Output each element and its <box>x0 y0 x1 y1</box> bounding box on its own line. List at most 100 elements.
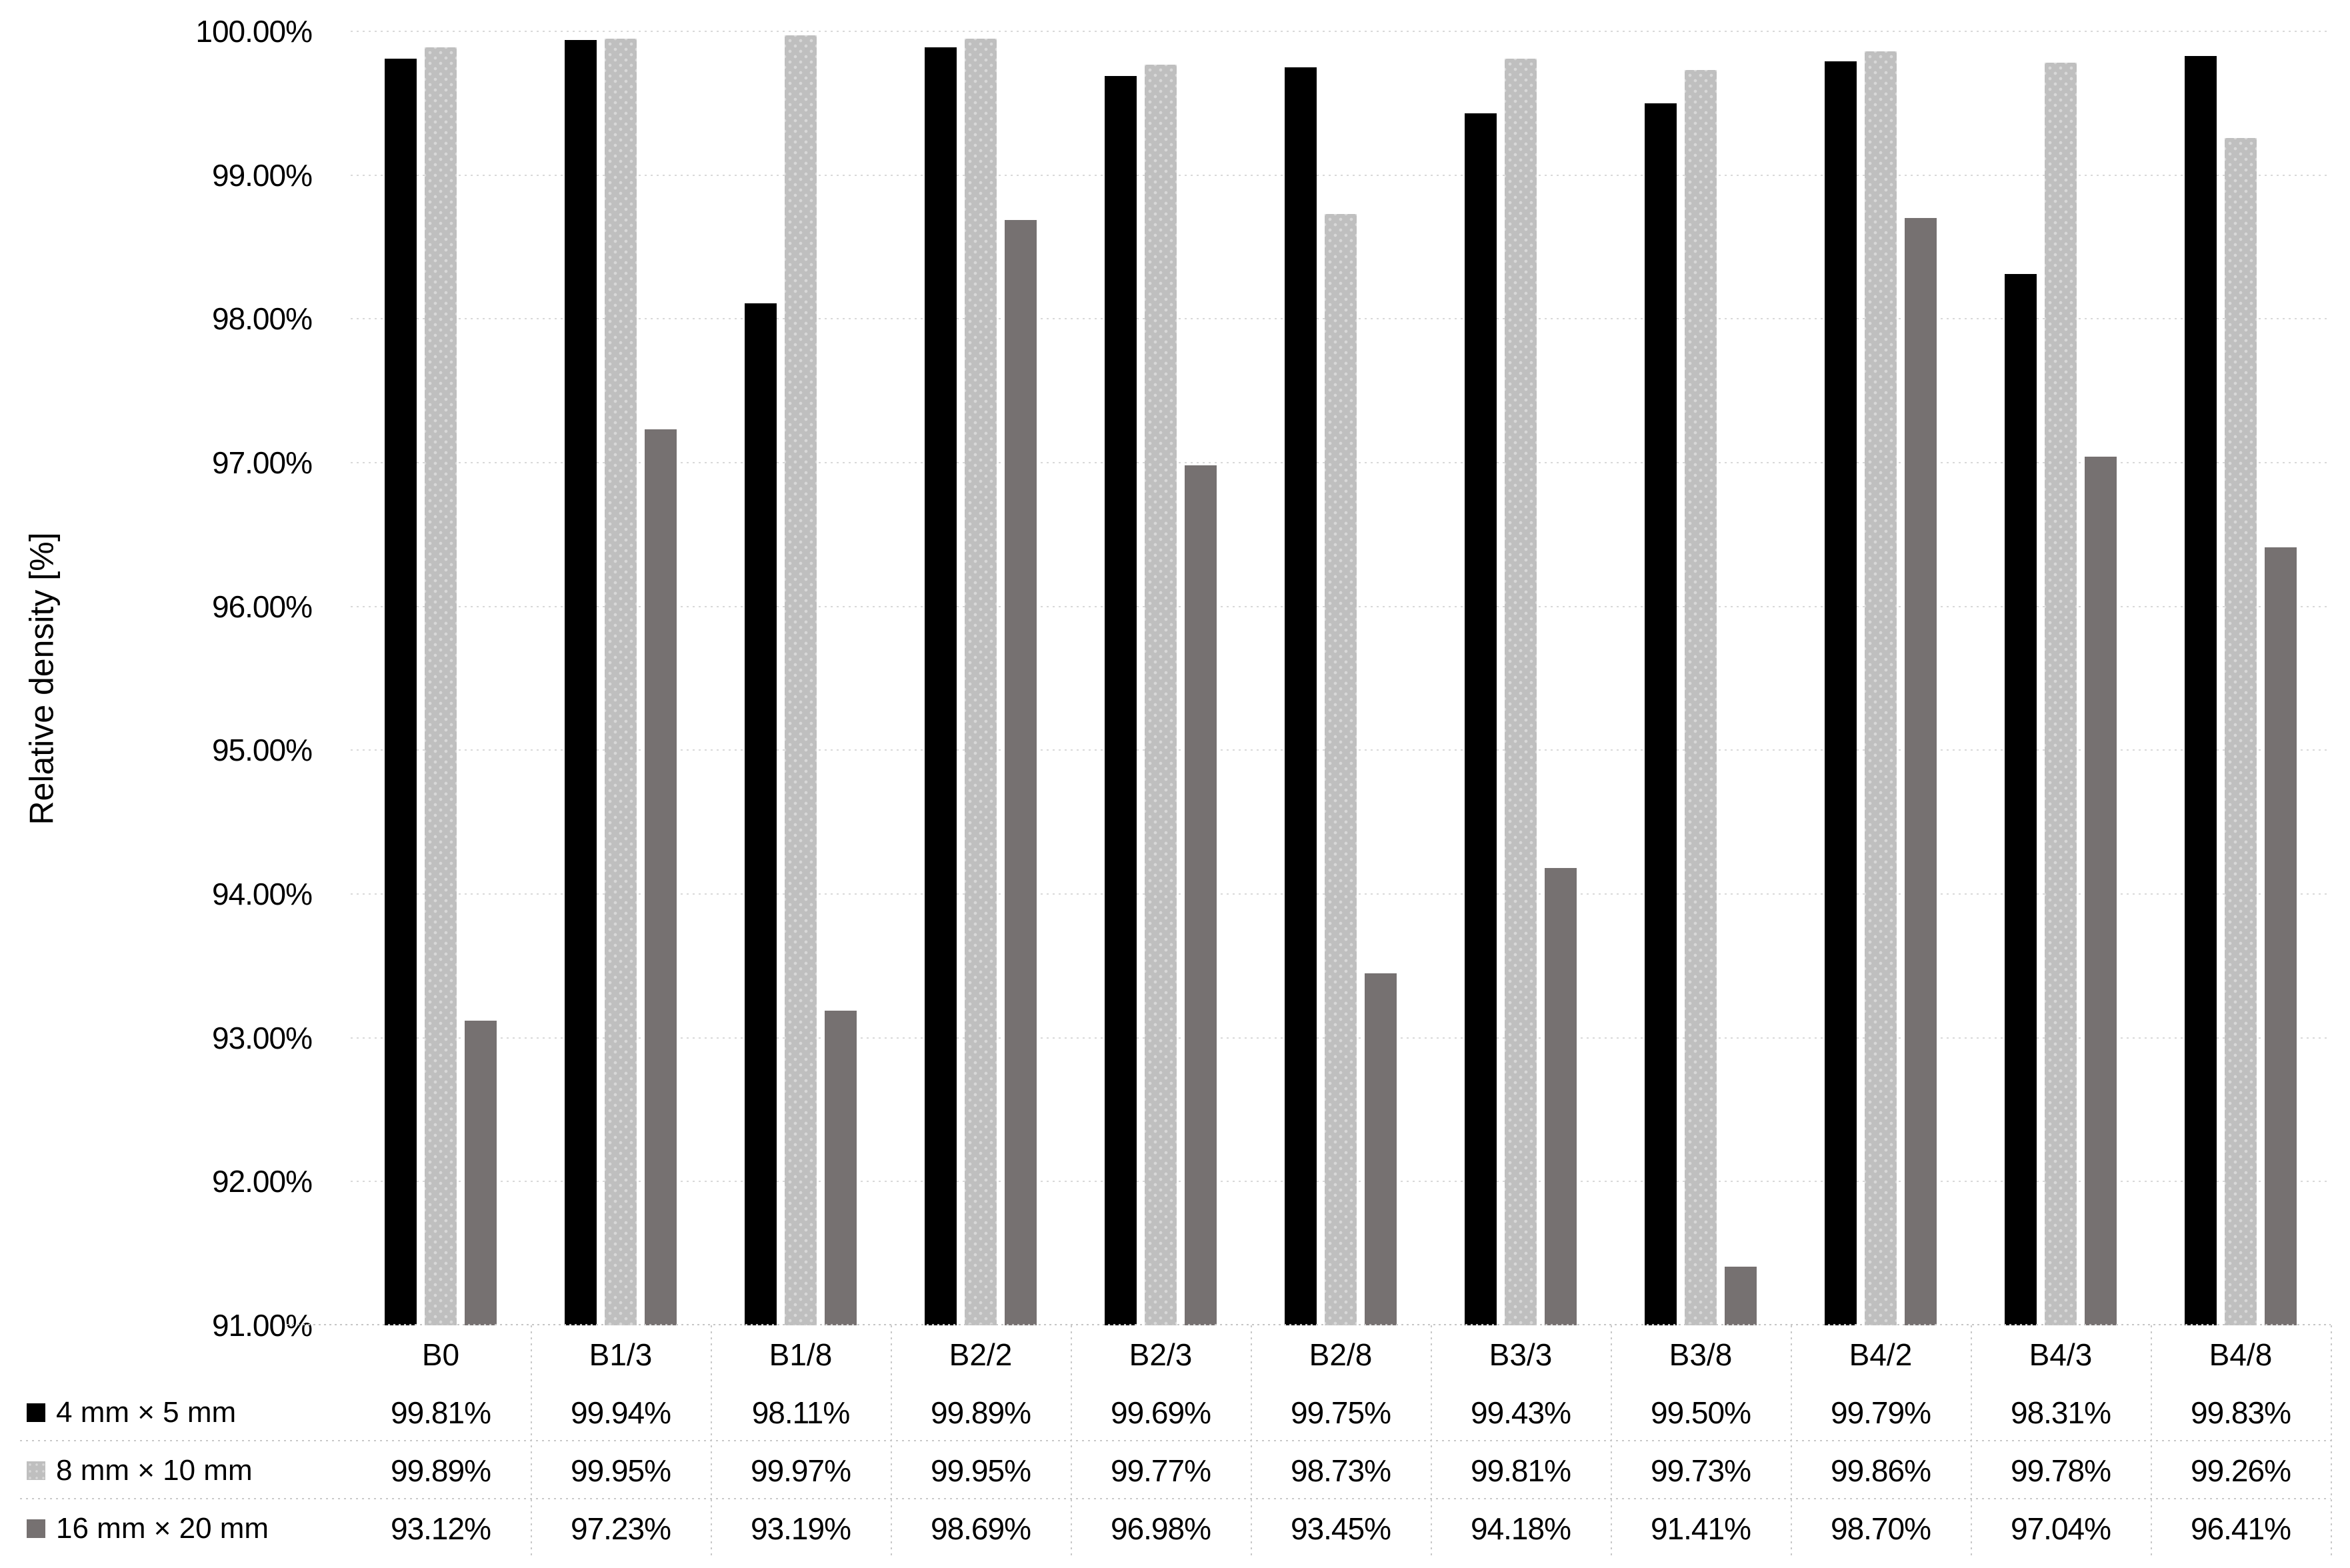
table-value-B3/8: 99.50% <box>1650 1395 1751 1430</box>
table-column-separator <box>2151 1325 2152 1557</box>
table-column-separator <box>531 1325 532 1557</box>
bar-8mm×10mm-B4/3 <box>2045 63 2077 1325</box>
table-value-B4/3: 97.04% <box>2010 1511 2111 1546</box>
category-label-B3/3: B3/3 <box>1489 1337 1553 1372</box>
y-tick-label: 91.00% <box>211 1308 313 1343</box>
y-tick-label: 99.00% <box>211 157 313 193</box>
table-value-B2/8: 99.75% <box>1290 1395 1391 1430</box>
bar-group-B1/8 <box>711 31 891 1325</box>
category-label-B3/8: B3/8 <box>1669 1337 1733 1372</box>
table-column-separator <box>1071 1325 1072 1557</box>
table-value-B4/2: 98.70% <box>1830 1511 1931 1546</box>
bar-group-B4/2 <box>1791 31 1971 1325</box>
bar-16mm×20mm-B4/3 <box>2085 457 2117 1325</box>
bar-4mm×5mm-B3/8 <box>1645 103 1677 1325</box>
table-column-separator <box>1611 1325 1612 1557</box>
bar-16mm×20mm-B2/2 <box>1005 219 1037 1325</box>
table-row-separator <box>20 1440 2331 1441</box>
y-tick-label: 93.00% <box>211 1020 313 1055</box>
bar-group-B2/8 <box>1251 31 1431 1325</box>
category-label-B2/2: B2/2 <box>949 1337 1013 1372</box>
category-label-B4/3: B4/3 <box>2029 1337 2093 1372</box>
table-value-B3/3: 99.81% <box>1470 1453 1571 1488</box>
legend-key-icon <box>27 1403 45 1422</box>
table-value-B1/8: 93.19% <box>750 1511 851 1546</box>
bar-8mm×10mm-B3/8 <box>1685 70 1717 1325</box>
gridline <box>351 174 2331 176</box>
category-label-B4/2: B4/2 <box>1849 1337 1913 1372</box>
table-value-B1/3: 99.95% <box>570 1453 671 1488</box>
table-value-B0: 99.89% <box>390 1453 491 1488</box>
table-value-B4/3: 99.78% <box>2010 1453 2111 1488</box>
table-value-B1/8: 99.97% <box>750 1453 851 1488</box>
legend-label: 4 mm × 5 mm <box>56 1395 237 1429</box>
table-value-B3/3: 99.43% <box>1470 1395 1571 1430</box>
category-label-B2/8: B2/8 <box>1309 1337 1373 1372</box>
table-value-B0: 93.12% <box>390 1511 491 1546</box>
y-tick-label: 96.00% <box>211 589 313 624</box>
bar-8mm×10mm-B1/3 <box>605 38 637 1325</box>
category-label-B0: B0 <box>421 1337 460 1372</box>
bar-8mm×10mm-B4/2 <box>1865 51 1897 1325</box>
bar-group-B4/8 <box>2151 31 2331 1325</box>
bar-4mm×5mm-B0 <box>385 58 417 1325</box>
bar-8mm×10mm-B2/3 <box>1145 64 1177 1325</box>
table-column-separator <box>1431 1325 1432 1557</box>
bar-group-B4/3 <box>1971 31 2151 1325</box>
table-value-B2/2: 99.95% <box>930 1453 1031 1488</box>
y-tick-label: 100.00% <box>195 14 313 49</box>
table-row-separator <box>20 1498 2331 1499</box>
table-value-B1/8: 98.11% <box>751 1395 851 1430</box>
table-value-B1/3: 99.94% <box>570 1395 671 1430</box>
table-column-separator <box>891 1325 892 1557</box>
bar-16mm×20mm-B0 <box>465 1020 497 1325</box>
category-label-B1/3: B1/3 <box>589 1337 653 1372</box>
bar-8mm×10mm-B1/8 <box>785 35 817 1325</box>
bar-4mm×5mm-B2/2 <box>925 47 957 1325</box>
table-value-B4/8: 99.83% <box>2190 1395 2291 1430</box>
legend-key-icon <box>27 1519 45 1538</box>
bar-8mm×10mm-B0 <box>425 47 457 1325</box>
table-value-B2/8: 93.45% <box>1290 1511 1391 1546</box>
legend-cell: 16 mm × 20 mm <box>20 1499 351 1557</box>
y-tick-label: 95.00% <box>211 733 313 768</box>
bar-16mm×20mm-B2/3 <box>1185 465 1217 1325</box>
category-label-B1/8: B1/8 <box>769 1337 833 1372</box>
bar-group-B1/3 <box>531 31 711 1325</box>
table-value-B4/8: 96.41% <box>2190 1511 2291 1546</box>
table-value-B2/3: 99.69% <box>1110 1395 1211 1430</box>
category-row: B0 B1/3 B1/8 B2/2 B2/3 B2/8 B3/3 B3/8 B4/2 B4/3 B4… <box>351 1325 2331 1383</box>
plot-area <box>351 31 2331 1325</box>
table-column-separator <box>711 1325 712 1557</box>
table-column-separator <box>1791 1325 1792 1557</box>
legend-cell: 8 mm × 10 mm <box>20 1441 351 1499</box>
table-value-B1/3: 97.23% <box>570 1511 671 1546</box>
bar-group-B3/3 <box>1431 31 1611 1325</box>
bar-16mm×20mm-B1/3 <box>645 429 677 1325</box>
table-row-4mm×5mm: 4 mm × 5 mm 99.81% 99.94% 98.11% 99.89% 99.69… <box>20 1383 2331 1441</box>
bar-16mm×20mm-B4/2 <box>1905 218 1937 1325</box>
table-row-16mm×20mm: 16 mm × 20 mm 93.12% 97.23% 93.19% 98.69% 96.… <box>20 1499 2331 1557</box>
bar-8mm×10mm-B2/2 <box>965 38 997 1325</box>
bar-16mm×20mm-B2/8 <box>1365 973 1397 1325</box>
bar-group-B3/8 <box>1611 31 1791 1325</box>
y-tick-label: 94.00% <box>211 877 313 911</box>
y-tick-label: 98.00% <box>211 301 313 337</box>
bar-4mm×5mm-B4/3 <box>2005 274 2037 1325</box>
bar-4mm×5mm-B4/2 <box>1825 61 1857 1325</box>
bar-8mm×10mm-B4/8 <box>2225 137 2257 1325</box>
table-value-B2/2: 98.69% <box>930 1511 1031 1546</box>
table-row-8mm×10mm: 8 mm × 10 mm 99.89% 99.95% 99.97% 99.95% 99.7… <box>20 1441 2331 1499</box>
legend-label: 16 mm × 20 mm <box>56 1511 269 1545</box>
bar-4mm×5mm-B4/8 <box>2185 55 2217 1325</box>
bar-16mm×20mm-B3/8 <box>1725 1266 1757 1325</box>
table-value-B3/8: 99.73% <box>1650 1453 1751 1488</box>
bar-4mm×5mm-B1/8 <box>745 303 777 1325</box>
bar-4mm×5mm-B2/8 <box>1285 67 1317 1325</box>
table-value-B4/3: 98.31% <box>2010 1395 2111 1430</box>
table-value-B4/8: 99.26% <box>2190 1453 2291 1488</box>
bar-group-B2/3 <box>1071 31 1251 1325</box>
bar-16mm×20mm-B4/8 <box>2265 547 2297 1325</box>
data-table: B0 B1/3 B1/8 B2/2 B2/3 B2/8 B3/3 B3/8 B4/2 B4/3 B4… <box>0 1325 2350 1557</box>
